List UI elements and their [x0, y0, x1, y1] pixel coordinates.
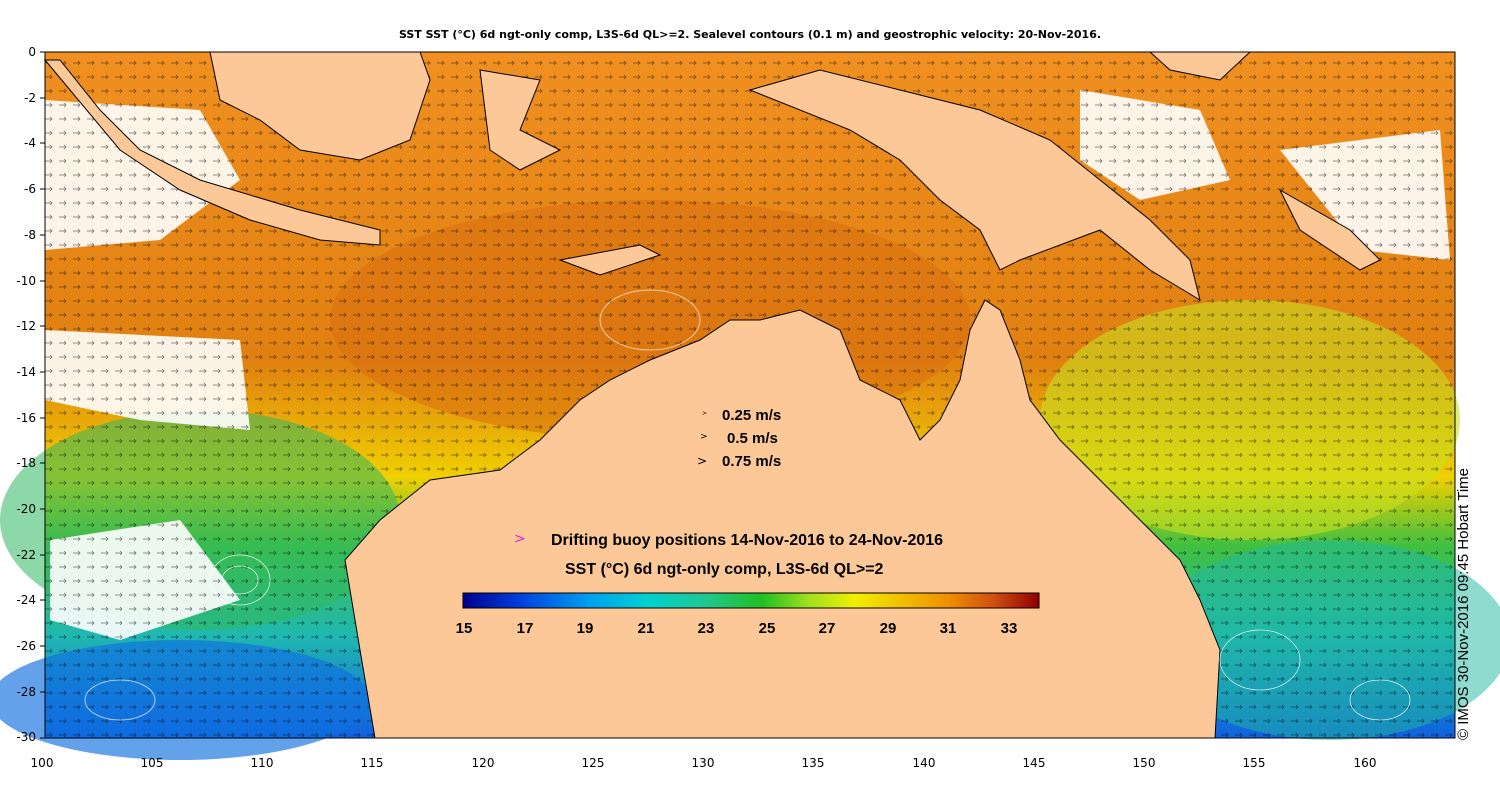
x-tick-label: 160 — [1353, 756, 1377, 770]
x-tick-label: 110 — [250, 756, 274, 770]
y-tick-label: -2 — [24, 91, 36, 105]
colorbar-tick-label: 25 — [758, 620, 776, 637]
y-tick-label: -26 — [16, 639, 36, 653]
java-landmass — [43, 59, 381, 246]
y-tick-label: -8 — [24, 228, 36, 242]
velocity-arrow-icon: > — [702, 410, 708, 417]
colorbar-tick-label: 17 — [516, 620, 534, 637]
x-tick-label: 115 — [360, 756, 384, 770]
velocity-arrow-icon: > — [700, 432, 708, 442]
velocity-arrow-icon: > — [697, 454, 708, 468]
y-tick-label: -20 — [16, 502, 36, 516]
land — [43, 51, 1381, 739]
y-tick-label: -12 — [16, 319, 36, 333]
x-tick-label: 145 — [1022, 756, 1046, 770]
buoy-legend-label: Drifting buoy positions 14-Nov-2016 to 2… — [551, 532, 944, 549]
x-tick-label: 155 — [1242, 756, 1266, 770]
y-tick-label: -28 — [16, 685, 36, 699]
colorbar-title: SST (°C) 6d ngt-only comp, L3S-6d QL>=2 — [565, 561, 884, 578]
sea-level-contours — [84, 289, 1411, 721]
y-tick-label: -16 — [16, 411, 36, 425]
colorbar-tick-label: 31 — [939, 620, 957, 637]
x-tick-label: 100 — [30, 756, 54, 770]
y-tick-label: -14 — [16, 365, 36, 379]
colorbar-tick-label: 27 — [818, 620, 836, 637]
timor-landmass — [558, 244, 662, 276]
velocity-scale-label: 0.75 m/s — [722, 453, 782, 470]
x-tick-label: 150 — [1132, 756, 1156, 770]
australia-landmass — [344, 299, 1221, 739]
velocity-scale-label: 0.5 m/s — [727, 430, 778, 447]
x-tick-label: 125 — [581, 756, 605, 770]
new-guinea-landmass — [748, 69, 1201, 302]
solomon-islands-landmass — [1278, 188, 1381, 271]
colorbar-tick-label: 15 — [455, 620, 473, 637]
y-tick-label: -18 — [16, 456, 36, 470]
x-tick-label: 140 — [912, 756, 936, 770]
map-title: SST SST (°C) 6d ngt-only comp, L3S-6d QL… — [398, 28, 1102, 41]
colorbar-tick-label: 19 — [576, 620, 594, 637]
borneo-landmass — [209, 51, 431, 161]
colorbar-tick-label: 21 — [637, 620, 655, 637]
colorbar-tick-label: 23 — [697, 620, 715, 637]
y-tick-label: -22 — [16, 548, 36, 562]
x-tick-label: 130 — [691, 756, 715, 770]
colorbar — [462, 592, 1040, 609]
y-tick-label: -10 — [16, 274, 36, 288]
colorbar-tick-label: 29 — [879, 620, 897, 637]
y-tick-label: -30 — [16, 730, 36, 744]
y-tick-label: -24 — [16, 593, 36, 607]
y-tick-label: 0 — [28, 45, 36, 59]
x-tick-label: 135 — [801, 756, 825, 770]
velocity-scale-label: 0.25 m/s — [722, 407, 782, 424]
x-tick-label: 105 — [140, 756, 164, 770]
imos-credit: © IMOS 30-Nov-2016 09:45 Hobart Time — [1455, 467, 1472, 740]
buoy-marker-icon: > — [514, 531, 526, 547]
colorbar-tick-label: 33 — [1000, 620, 1018, 637]
y-tick-label: -4 — [24, 136, 36, 150]
sulawesi-landmass — [479, 69, 562, 171]
y-tick-label: -6 — [24, 182, 36, 196]
map-frame — [44, 51, 1456, 739]
x-tick-label: 120 — [471, 756, 495, 770]
